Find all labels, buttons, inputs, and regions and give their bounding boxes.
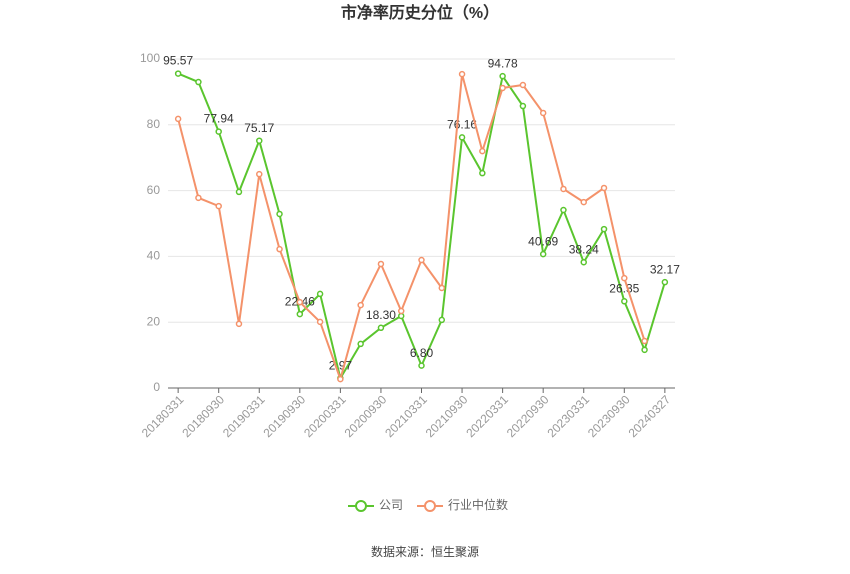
point bbox=[641, 337, 648, 345]
point bbox=[418, 362, 425, 369]
series-line bbox=[177, 73, 646, 383]
point bbox=[560, 185, 567, 193]
x-tick-label: 20230930 bbox=[585, 392, 633, 440]
data-label: 2.97 bbox=[329, 358, 353, 372]
data-label: 75.17 bbox=[244, 121, 274, 135]
data-label: 32.17 bbox=[650, 262, 680, 276]
point bbox=[276, 210, 283, 218]
x-tick-label: 20190930 bbox=[261, 392, 309, 440]
y-tick-label: 40 bbox=[147, 249, 161, 263]
point bbox=[195, 194, 202, 202]
legend-marker bbox=[355, 500, 367, 512]
point bbox=[519, 102, 527, 110]
x-tick-label: 20180930 bbox=[179, 392, 227, 440]
point bbox=[174, 115, 182, 123]
point bbox=[479, 147, 486, 155]
point bbox=[418, 256, 425, 264]
legend-marker bbox=[424, 500, 437, 512]
y-tick-label: 100 bbox=[140, 51, 160, 65]
point bbox=[337, 375, 344, 383]
y-tick-label: 80 bbox=[147, 117, 161, 131]
data-label: 77.94 bbox=[204, 112, 234, 126]
legend-label: 行业中位数 bbox=[448, 497, 508, 512]
point bbox=[316, 318, 324, 326]
data-label: 95.57 bbox=[163, 54, 193, 68]
point bbox=[458, 134, 466, 141]
chart-title: 市净率历史分位（%） bbox=[341, 3, 499, 22]
point bbox=[215, 202, 222, 210]
point bbox=[539, 250, 547, 258]
point bbox=[316, 290, 324, 298]
point bbox=[499, 72, 506, 80]
point bbox=[296, 310, 304, 318]
x-tick-label: 20210331 bbox=[382, 392, 430, 440]
y-tick-label: 60 bbox=[147, 183, 161, 197]
x-tick-label: 20200930 bbox=[342, 392, 390, 440]
point bbox=[377, 324, 385, 332]
data-label: 94.78 bbox=[488, 56, 518, 70]
data-label: 18.30 bbox=[366, 308, 396, 322]
series-line bbox=[177, 72, 666, 381]
point bbox=[499, 84, 506, 92]
data-label: 40.69 bbox=[528, 234, 558, 248]
legend-label: 公司 bbox=[379, 498, 403, 512]
data-label: 76.16 bbox=[447, 118, 477, 132]
point bbox=[621, 298, 628, 305]
point bbox=[661, 278, 669, 286]
point bbox=[641, 346, 648, 354]
x-tick-label: 20240327 bbox=[626, 392, 674, 440]
point bbox=[560, 206, 567, 214]
point bbox=[195, 78, 202, 86]
point bbox=[357, 301, 364, 309]
data-label: 6.80 bbox=[410, 346, 434, 360]
point bbox=[600, 225, 608, 233]
data-label: 38.24 bbox=[569, 242, 599, 256]
x-tick-label: 20180331 bbox=[139, 392, 187, 440]
point bbox=[235, 320, 243, 328]
point bbox=[621, 274, 628, 282]
point bbox=[174, 70, 182, 77]
point bbox=[357, 340, 364, 348]
point bbox=[539, 109, 547, 117]
point bbox=[215, 128, 222, 135]
point bbox=[276, 245, 283, 253]
x-tick-label: 20190331 bbox=[220, 392, 268, 440]
x-tick-label: 20210930 bbox=[423, 392, 471, 440]
point bbox=[580, 258, 587, 266]
x-tick-label: 20230331 bbox=[544, 392, 592, 440]
point bbox=[479, 169, 486, 177]
point bbox=[256, 170, 263, 178]
point bbox=[580, 198, 587, 206]
point bbox=[296, 298, 304, 306]
x-tick-label: 20220331 bbox=[463, 392, 511, 440]
point bbox=[256, 137, 263, 144]
point bbox=[438, 316, 446, 324]
point bbox=[519, 81, 527, 89]
point bbox=[235, 188, 243, 196]
point bbox=[600, 184, 608, 192]
point bbox=[377, 260, 385, 268]
point bbox=[458, 70, 466, 78]
y-tick-label: 20 bbox=[147, 314, 161, 328]
x-tick-label: 20220930 bbox=[504, 392, 552, 440]
x-tick-label: 20200331 bbox=[301, 392, 349, 440]
point bbox=[438, 284, 446, 292]
point bbox=[397, 307, 405, 315]
y-tick-label: 0 bbox=[153, 380, 160, 394]
source: 数据来源：恒生聚源 bbox=[371, 544, 479, 559]
data-label: 26.35 bbox=[609, 281, 639, 295]
